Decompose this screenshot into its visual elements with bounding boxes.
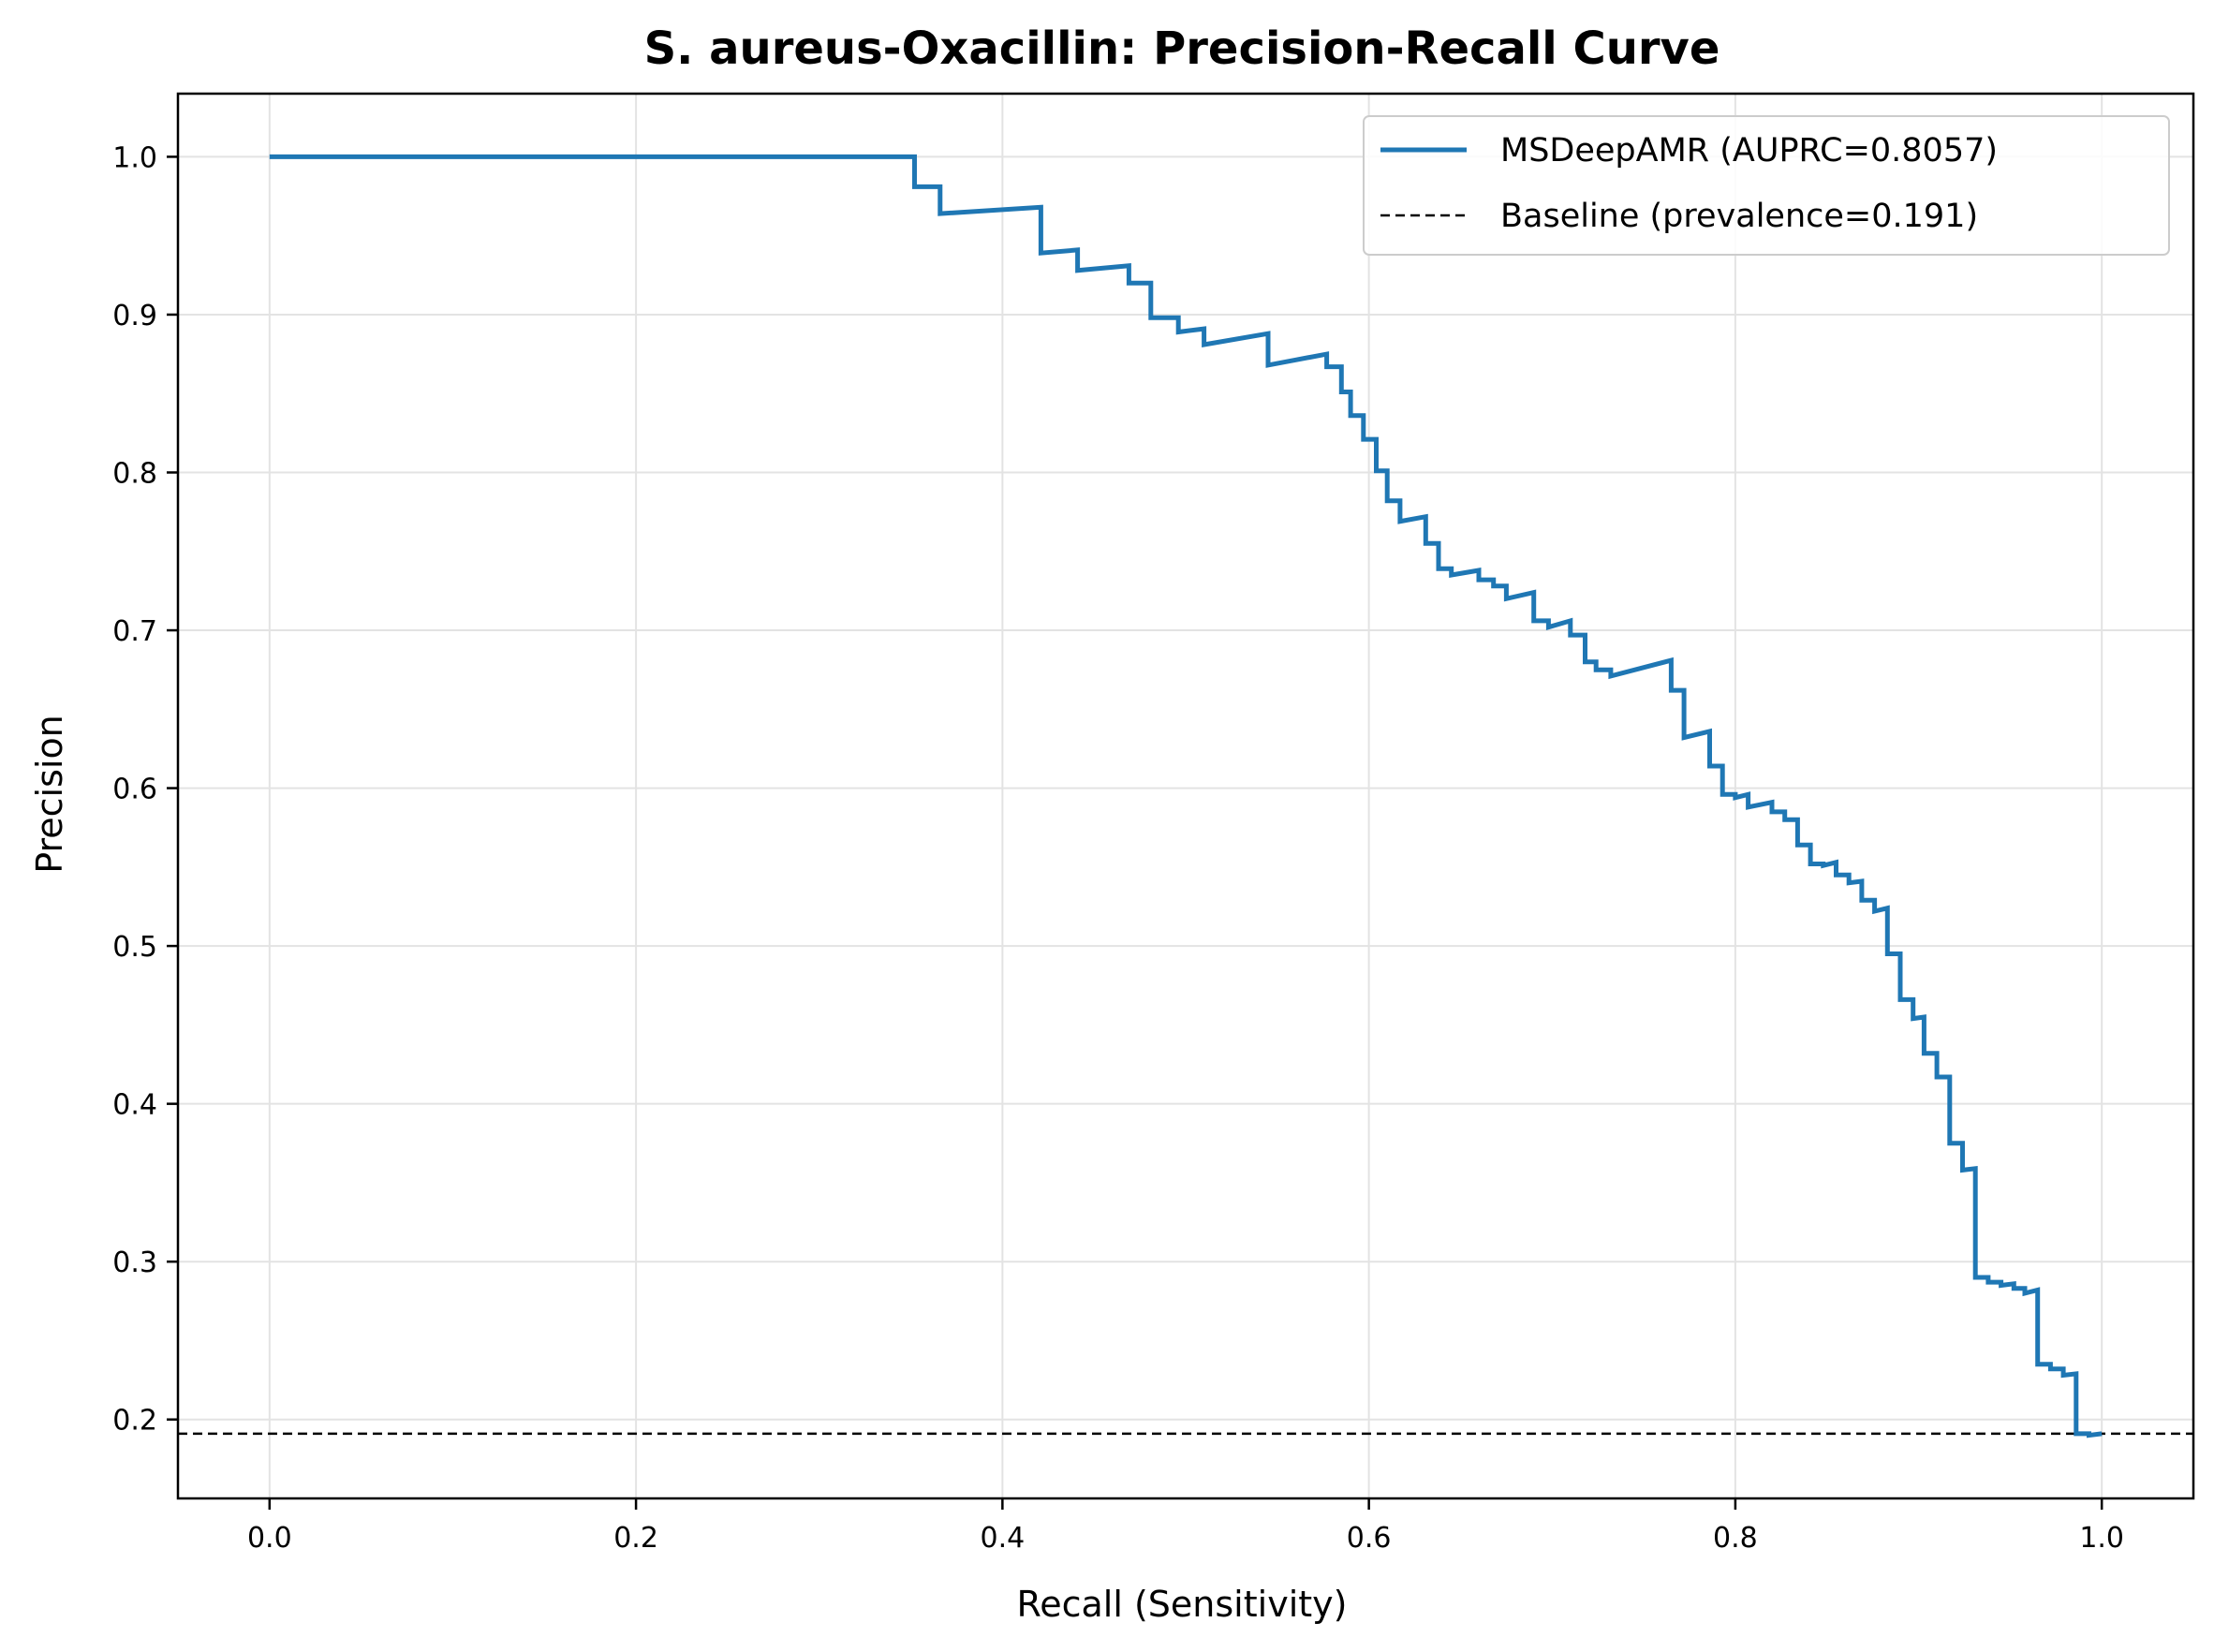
x-tick-label: 0.2 xyxy=(613,1522,658,1555)
y-tick-label: 0.3 xyxy=(112,1246,157,1279)
legend-label-baseline: Baseline (prevalence=0.191) xyxy=(1500,198,1978,235)
series-line-msdeepamr xyxy=(269,154,2103,1438)
legend-box xyxy=(1363,115,2170,256)
y-tick-label: 1.0 xyxy=(112,141,157,174)
series-layer xyxy=(269,154,2103,1438)
chart-title: S. aureus-Oxacillin: Precision-Recall Cu… xyxy=(644,22,1720,75)
y-tick-label: 0.5 xyxy=(112,931,157,964)
grid-lines xyxy=(178,94,2193,1498)
x-axis-ticks: 0.0 0.2 0.4 0.6 0.8 1.0 xyxy=(247,1498,2124,1555)
y-tick-label: 0.9 xyxy=(112,300,157,332)
legend: MSDeepAMR (AUPRC=0.8057) Baseline (preva… xyxy=(1363,115,2170,256)
y-tick-label: 0.8 xyxy=(112,457,157,490)
y-axis-label: Precision xyxy=(29,715,70,874)
y-tick-label: 0.4 xyxy=(112,1089,157,1122)
y-tick-label: 0.7 xyxy=(112,615,157,648)
x-axis-label: Recall (Sensitivity) xyxy=(1017,1584,1348,1625)
x-tick-label: 0.0 xyxy=(247,1522,292,1555)
y-tick-label: 0.6 xyxy=(112,774,157,806)
x-tick-label: 0.8 xyxy=(1713,1522,1758,1555)
y-tick-label: 0.2 xyxy=(112,1405,157,1438)
y-axis-ticks: 0.2 0.3 0.4 0.5 0.6 0.7 0.8 0.9 1.0 xyxy=(112,141,178,1438)
x-tick-label: 0.4 xyxy=(981,1522,1026,1555)
x-tick-label: 1.0 xyxy=(2079,1522,2124,1555)
legend-label-msdeepamr: MSDeepAMR (AUPRC=0.8057) xyxy=(1500,132,1998,170)
x-tick-label: 0.6 xyxy=(1347,1522,1392,1555)
plot-frame xyxy=(176,92,2195,1500)
